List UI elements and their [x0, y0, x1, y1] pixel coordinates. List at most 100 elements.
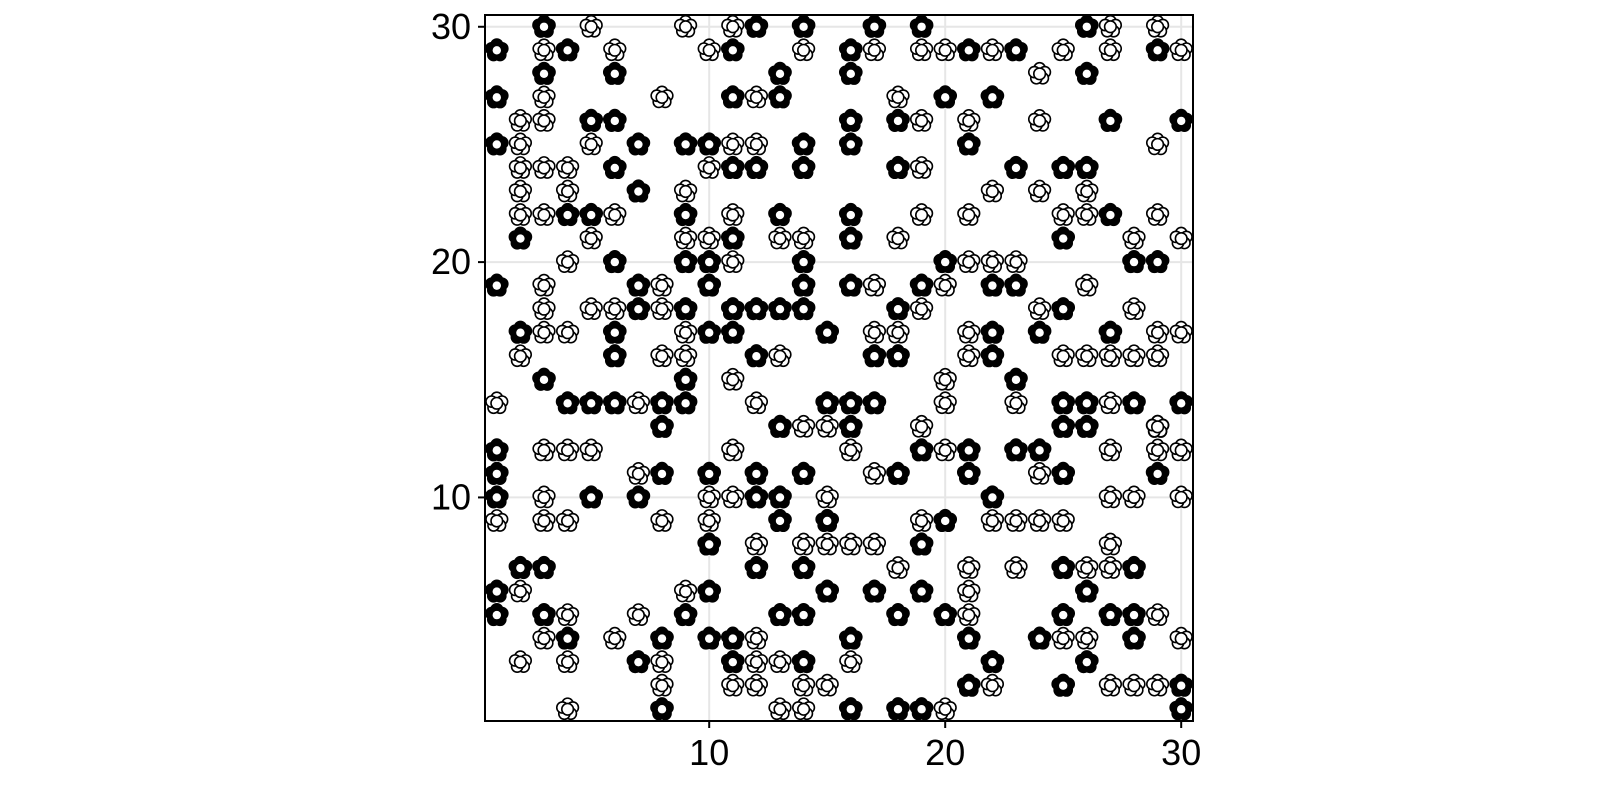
flower-marker-center — [563, 210, 572, 220]
flower-marker — [744, 650, 769, 674]
flower-marker-center — [634, 304, 643, 314]
flower-marker — [532, 156, 556, 179]
flower-marker — [532, 297, 556, 321]
flower-marker — [532, 109, 556, 132]
flower-marker — [650, 673, 674, 697]
flower-marker-center — [657, 469, 667, 479]
flower-marker-center — [705, 140, 714, 149]
flower-marker-center — [1011, 281, 1021, 290]
flower-marker-center — [492, 46, 501, 55]
flower-marker — [1122, 344, 1146, 368]
flower-marker — [603, 203, 627, 226]
flower-marker — [909, 414, 934, 438]
flower-marker-center — [1011, 46, 1021, 55]
flower-marker-center — [587, 210, 596, 220]
flower-marker-center — [657, 422, 667, 432]
flower-marker-center — [799, 257, 808, 267]
flower-marker — [933, 391, 957, 415]
flower-marker — [1027, 461, 1052, 485]
flower-marker-center — [1129, 634, 1139, 643]
flower-marker — [744, 532, 769, 556]
flower-marker-center — [492, 587, 501, 596]
flower-marker-center — [752, 22, 761, 31]
flower-marker-center — [1059, 234, 1068, 243]
flower-marker — [650, 297, 674, 321]
flower-marker — [555, 320, 580, 344]
flower-marker — [579, 132, 603, 156]
flower-marker — [933, 367, 957, 391]
flower-marker-center — [846, 634, 855, 643]
flower-marker — [1145, 344, 1170, 368]
flower-marker — [1145, 603, 1170, 626]
flower-marker-center — [1129, 610, 1139, 620]
flower-marker-center — [1059, 469, 1068, 479]
flower-marker-center — [728, 163, 737, 173]
flower-marker — [508, 132, 533, 156]
flower-marker — [957, 603, 981, 626]
flower-marker-center — [1082, 422, 1092, 432]
flower-marker — [791, 38, 816, 62]
flower-marker — [909, 297, 934, 321]
flower-marker-center — [823, 328, 832, 337]
flower-marker-center — [1106, 116, 1115, 126]
flower-marker — [697, 156, 721, 179]
flower-marker — [532, 38, 556, 62]
flower-marker-center — [846, 116, 855, 126]
flower-marker — [1122, 673, 1146, 697]
flower-marker-center — [941, 93, 950, 102]
flower-marker-center — [775, 422, 785, 432]
flower-marker-center — [634, 281, 643, 290]
flower-marker — [532, 438, 556, 462]
flower-marker — [886, 320, 910, 344]
grid — [485, 15, 1193, 721]
flower-marker — [532, 485, 556, 509]
flower-marker — [1075, 273, 1099, 297]
flower-marker — [697, 38, 721, 62]
flower-marker — [933, 697, 957, 721]
flower-marker — [744, 391, 769, 415]
flower-marker — [1169, 485, 1193, 509]
flower-marker-center — [775, 304, 785, 314]
flower-marker — [1169, 226, 1193, 250]
flower-marker-center — [610, 163, 619, 173]
flower-marker — [721, 673, 745, 697]
flower-marker — [1051, 626, 1075, 650]
flower-marker-center — [492, 281, 501, 290]
flower-marker-center — [752, 493, 761, 502]
flower-marker-center — [1082, 399, 1092, 408]
flower-marker — [815, 532, 839, 556]
flower-marker-center — [988, 281, 997, 290]
flower-marker — [603, 38, 627, 62]
flower-marker-center — [705, 587, 714, 596]
flower-marker-center — [799, 563, 808, 573]
flower-marker-center — [1035, 328, 1044, 337]
flower-marker — [1004, 556, 1028, 579]
flower-marker-center — [610, 352, 619, 361]
flower-marker-center — [610, 328, 619, 337]
flower-marker — [508, 156, 533, 179]
flower-marker — [721, 14, 745, 38]
flower-marker — [1004, 250, 1028, 273]
flower-marker — [721, 203, 745, 226]
flower-marker-center — [705, 281, 714, 290]
flower-marker — [791, 414, 816, 438]
flower-marker-center — [823, 399, 832, 408]
flower-marker-center — [587, 399, 596, 408]
flower-marker-center — [1082, 22, 1092, 31]
flower-marker — [744, 626, 769, 650]
flower-marker-center — [752, 304, 761, 314]
flower-marker-center — [870, 22, 879, 31]
flower-marker-center — [539, 375, 549, 384]
flower-marker-center — [610, 116, 619, 126]
flower-marker-center — [705, 469, 714, 479]
flower-marker — [532, 320, 556, 344]
flower-marker — [980, 673, 1005, 697]
flower-marker — [957, 250, 981, 273]
flower-marker-center — [917, 446, 926, 455]
flower-marker — [555, 697, 580, 721]
flower-marker — [768, 344, 792, 368]
flower-marker — [673, 320, 698, 344]
flower-marker — [721, 485, 745, 509]
flower-marker — [721, 438, 745, 462]
flower-marker — [909, 109, 934, 132]
